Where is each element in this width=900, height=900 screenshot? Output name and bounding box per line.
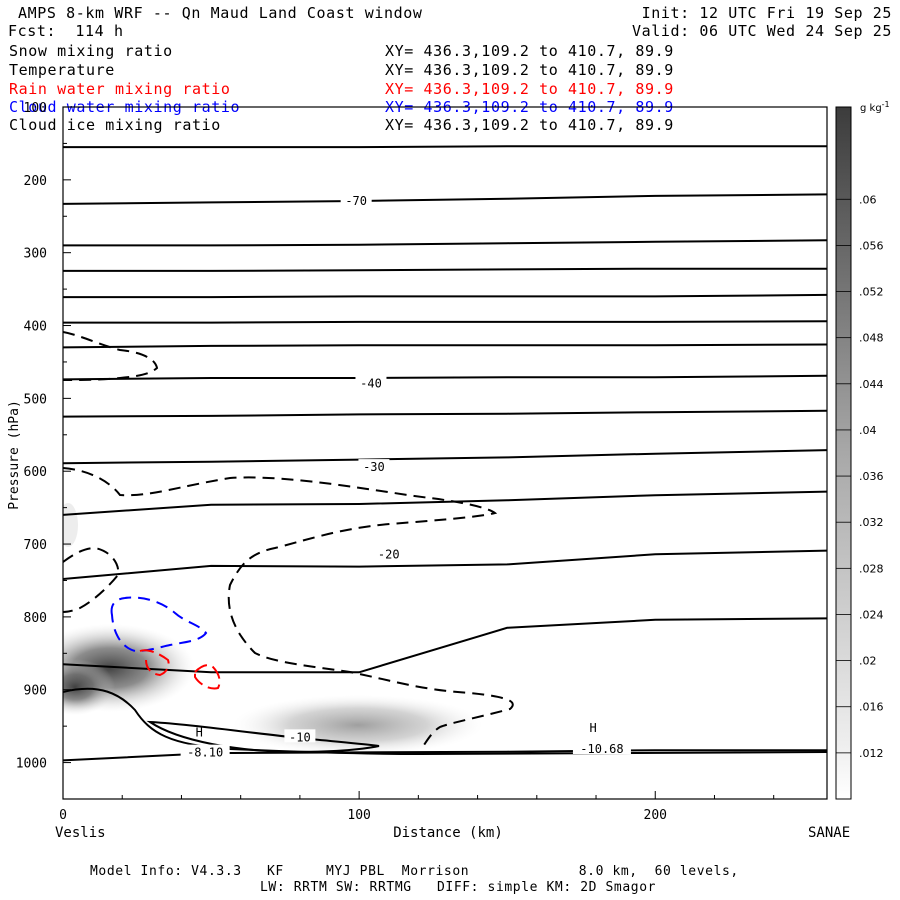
isotherm-label-bg [373,546,405,560]
colorbar-tick-label-11: .056 [859,239,884,252]
valid-time: Valid: 06 UTC Wed 24 Sep 25 [631,22,892,40]
isotherm-3 [63,267,827,272]
isotherm-label-bg [284,729,316,743]
x-tick-label-100: 100 [347,808,370,823]
isotherm-label-3: -20 [378,548,400,562]
axes: 100 200 300 400 500 600 700 800 900 1000 0 100 200 [16,101,775,823]
y-tick-label-500: 500 [24,392,47,407]
colorbar-tick-label-5: .032 [859,516,884,529]
colorbar-tick-label-2: .02 [859,655,877,668]
y-tick-label-1000: 1000 [16,757,47,772]
colorbar-tick-label-12: .06 [859,193,877,206]
isotherm-4 [63,293,827,299]
colorbar-tick-label-4: .028 [859,562,884,575]
legend-xy-rain: XY= 436.3,109.2 to 410.7, 89.9 [385,80,674,98]
isotherm-label-bg [358,459,390,473]
init-time: Init: 12 UTC Fri 19 Sep 25 [641,4,892,22]
plot-frame [62,106,828,800]
isotherm-9 [63,449,827,465]
isotherm-label-0: -70 [345,194,367,208]
isotherm-1 [63,193,827,205]
isotherm-label-1: -40 [360,376,382,390]
isotherm-8 [63,409,827,418]
isotherm-label-6: -10.68 [580,742,623,756]
isotherm-10 [63,490,827,516]
legend-label-cloud-ice: Cloud ice mixing ratio [9,116,221,134]
colorbar-tick-label-0: .012 [859,747,884,760]
isotherm-label-2: -30 [363,460,385,474]
colorbar-tick-label-9: .048 [859,332,884,345]
legend-xy-cloud-ice: XY= 436.3,109.2 to 410.7, 89.9 [385,116,674,134]
isotherm-label-bg [355,375,387,389]
shade-region-edge [63,503,78,547]
isotherm-12 [63,617,827,674]
legend-label-snow: Snow mixing ratio [9,42,173,60]
isotherm-label-bg [180,744,230,758]
colorbar-tick-label-7: .04 [859,424,877,437]
y-axis-label: Pressure (hPa) [7,400,22,510]
colorbar-fill [835,106,852,800]
model-physics: LW: RRTM SW: RRTMG DIFF: simple KM: 2D S… [260,880,657,895]
isotherm-label-bg [340,193,372,207]
legend-xy-snow: XY= 436.3,109.2 to 410.7, 89.9 [385,42,674,60]
colorbar-tick-label-8: .044 [859,378,884,391]
y-tick-label-300: 300 [24,247,47,262]
cloud-water-contour [110,596,208,653]
isotherm-2 [63,239,827,247]
shade-region-coastal-core [63,659,115,715]
snow-shading [63,503,483,755]
colorbar: .012 .016 .02 .024 .028 .032 .036 .04 .044 .048 .0… [835,100,890,800]
isotherm-6 [63,343,827,349]
cloud-ice-contours [63,331,514,751]
colorbar-unit: g kg-1 [860,100,890,114]
colorbar-tick-label-6: .036 [859,470,884,483]
isotherm-5 [63,320,827,324]
x-start-label: Veslis [55,825,106,841]
x-tick-label-200: 200 [644,808,667,823]
isotherm-11 [63,549,827,580]
y-tick-label-400: 400 [24,320,47,335]
y-tick-label-700: 700 [24,538,47,553]
high-marker-0: H [196,725,203,739]
isotherm-label-4: -10 [289,730,311,744]
x-end-label: SANAE [808,825,850,841]
colorbar-tick-label-1: .016 [859,701,884,714]
chart-title: AMPS 8-km WRF -- Qn Maud Land Coast wind… [18,4,423,22]
contour-labels: -70 -40 -30 -20 -10 -8.10 -10.68 H H [180,193,631,760]
x-axis-label: Distance (km) [393,825,503,841]
legend-label-temperature: Temperature [9,61,115,79]
x-tick-label-0: 0 [59,808,67,823]
y-tick-label-600: 600 [24,465,47,480]
y-tick-label-800: 800 [24,611,47,626]
colorbar-tick-label-3: .024 [859,608,884,621]
forecast-hour: Fcst: 114 h [8,22,124,40]
isotherm-7 [63,374,827,381]
rain-water-contours [139,649,221,690]
colorbar-tick-label-10: .052 [859,286,884,299]
isotherm-label-bg [572,741,631,755]
isotherm-label-5: -8.10 [187,746,223,760]
model-info: Model Info: V4.3.3 KF MYJ PBL Morrison 8… [90,864,739,879]
legend-label-rain: Rain water mixing ratio [9,80,231,98]
y-tick-label-200: 200 [24,174,47,189]
colorbar-ticks: .012 .016 .02 .024 .028 .032 .036 .04 .044 .048 .0… [836,193,884,760]
y-tick-label-100: 100 [24,101,47,116]
legend-xy-temperature: XY= 436.3,109.2 to 410.7, 89.9 [385,61,674,79]
isotherm-0 [63,145,827,149]
y-tick-label-900: 900 [24,684,47,699]
high-marker-1: H [589,721,596,735]
